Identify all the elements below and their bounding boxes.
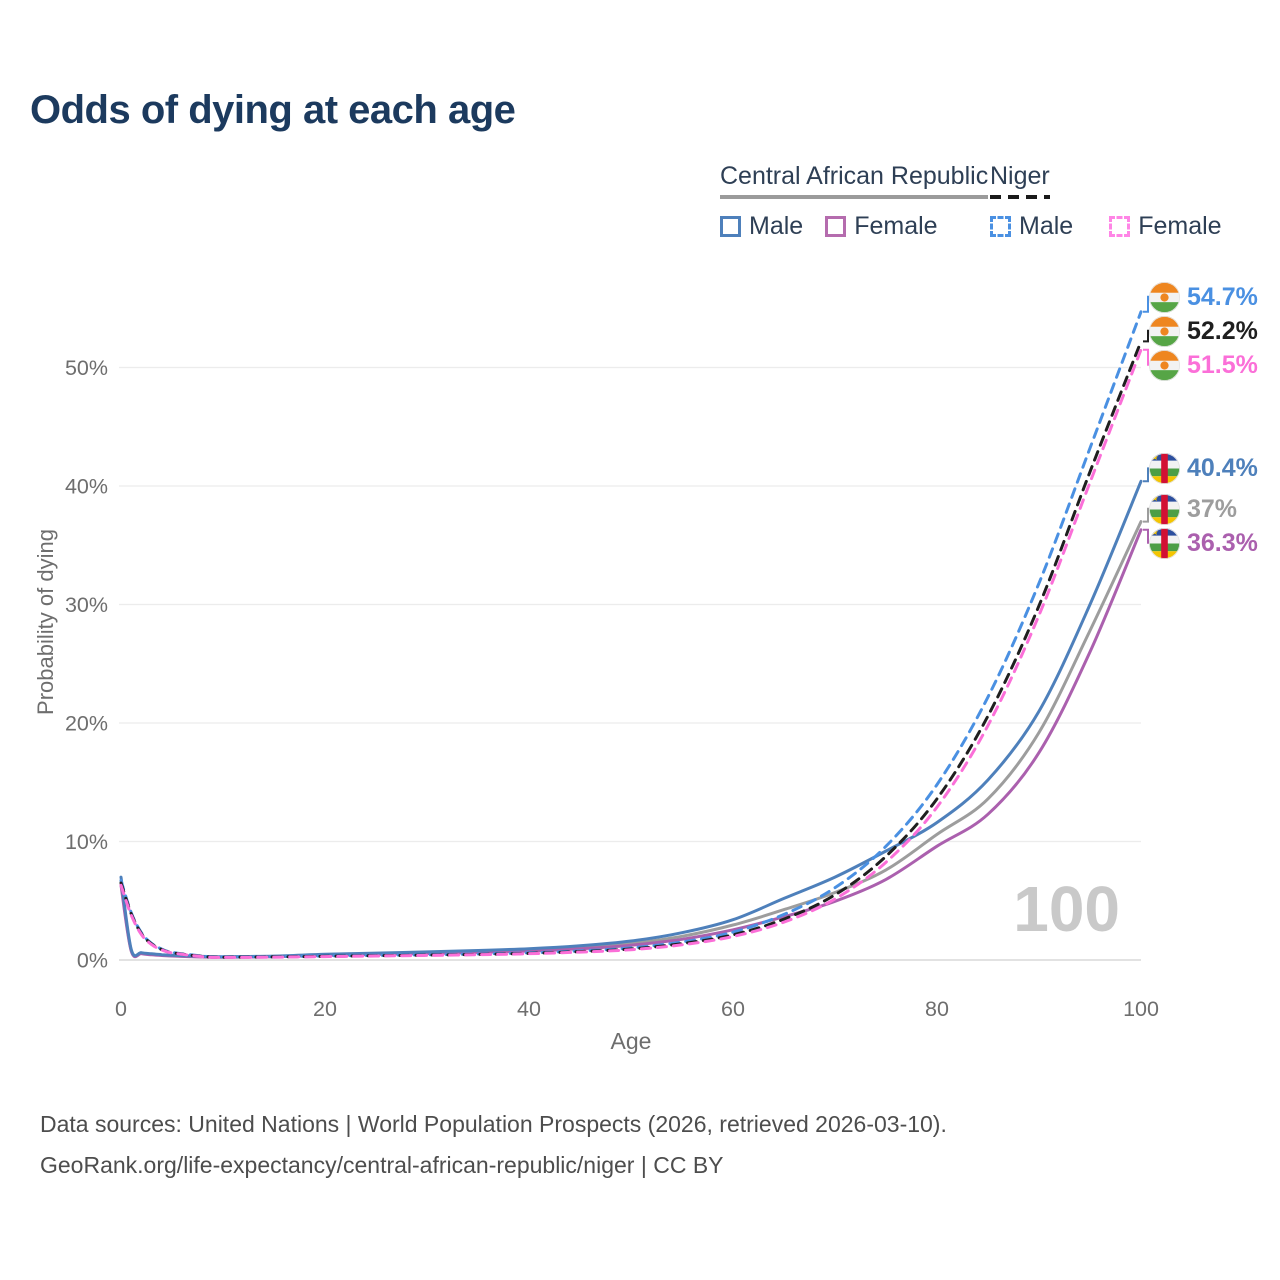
niger-female-swatch-icon: [1109, 216, 1131, 237]
central-african-republic-flag-icon: [1149, 453, 1180, 484]
y-tick-label: 10%: [65, 830, 108, 854]
series-line-central-african-republic-male[interactable]: [119, 479, 1143, 959]
end-label-value: 54.7%: [1187, 282, 1258, 311]
legend-item-niger-male[interactable]: Male: [990, 212, 1073, 241]
legend-item-car-male[interactable]: Male: [720, 212, 803, 241]
legend-header-niger: Niger: [990, 162, 1050, 199]
legend-header-car: Central African Republic: [720, 162, 989, 199]
y-tick-label: 0%: [77, 949, 108, 973]
x-tick-label: 60: [721, 997, 745, 1021]
legend-item-label: Female: [854, 212, 938, 240]
y-tick-label: 30%: [65, 593, 108, 617]
attribution-line: GeoRank.org/life-expectancy/central-afri…: [40, 1152, 724, 1178]
legend-item-car-female[interactable]: Female: [825, 212, 938, 241]
data-sources-line: Data sources: United Nations | World Pop…: [40, 1111, 947, 1137]
end-label-niger-both: 52.2%: [1149, 315, 1258, 347]
end-label-car-both: 37%: [1149, 493, 1237, 525]
x-tick-label: 80: [925, 997, 949, 1021]
end-label-value: 52.2%: [1187, 316, 1258, 345]
solid-line-sample-icon: [720, 195, 989, 199]
series-line-niger-male[interactable]: [119, 310, 1143, 959]
x-axis-title: Age: [610, 1028, 652, 1054]
niger-flag-icon: [1149, 282, 1180, 313]
legend-items-niger: Male Female: [990, 212, 1222, 241]
legend-item-label: Male: [1019, 212, 1074, 240]
legend-item-label: Male: [749, 212, 804, 240]
central-african-republic-flag-icon: [1149, 528, 1180, 559]
car-male-swatch-icon: [720, 216, 741, 237]
end-label-value: 40.4%: [1187, 454, 1258, 483]
legend-group-central-african-republic: Central African Republic Male Female: [720, 162, 989, 241]
end-label-value: 51.5%: [1187, 350, 1258, 379]
end-label-value: 36.3%: [1187, 528, 1258, 557]
x-tick-label: 40: [517, 997, 541, 1021]
series-line-niger-both[interactable]: [119, 339, 1143, 959]
end-label-niger-male: 54.7%: [1149, 281, 1258, 313]
car-female-swatch-icon: [825, 216, 847, 237]
legend-items-car: Male Female: [720, 212, 988, 241]
end-label-car-female: 36.3%: [1149, 527, 1258, 559]
footer: Data sources: United Nations | World Pop…: [40, 1104, 947, 1186]
x-tick-label: 20: [313, 997, 337, 1021]
y-tick-label: 20%: [65, 712, 108, 736]
age-counter-watermark: 100: [1013, 873, 1120, 945]
series-line-niger-female[interactable]: [119, 348, 1143, 959]
end-label-value: 37%: [1187, 494, 1238, 523]
central-african-republic-flag-icon: [1149, 494, 1180, 525]
page-title: Odds of dying at each age: [30, 88, 516, 132]
end-label-niger-female: 51.5%: [1149, 349, 1258, 381]
y-tick-label: 50%: [65, 356, 108, 380]
end-label-car-male: 40.4%: [1149, 453, 1258, 485]
y-axis-title: Probability of dying: [33, 529, 58, 715]
legend-group-niger: Niger Male Female: [990, 162, 1222, 241]
dashed-line-sample-icon: [990, 195, 1050, 199]
x-tick-label: 100: [1123, 997, 1159, 1021]
legend-item-label: Female: [1138, 212, 1222, 240]
legend-item-niger-female[interactable]: Female: [1109, 212, 1222, 241]
y-tick-label: 40%: [65, 475, 108, 499]
x-tick-label: 0: [115, 997, 127, 1021]
niger-male-swatch-icon: [990, 216, 1011, 237]
niger-flag-icon: [1149, 316, 1180, 347]
legend-group-title: Central African Republic: [720, 162, 989, 190]
niger-flag-icon: [1149, 350, 1180, 381]
legend-group-title: Niger: [990, 162, 1050, 190]
